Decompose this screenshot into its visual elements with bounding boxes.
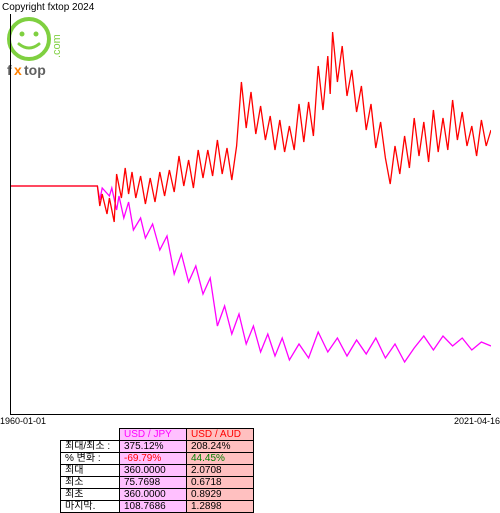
stat-label: 최소 xyxy=(61,477,120,489)
stat-value: -69.79% xyxy=(120,453,187,465)
stat-value: 360.0000 xyxy=(120,465,187,477)
stat-value: 208.24% xyxy=(187,441,254,453)
stats-table: USD / JPYUSD / AUD 최대/최소 :375.12%208.24%%… xyxy=(60,428,254,513)
stat-value: 1.2898 xyxy=(187,501,254,513)
stat-value: 375.12% xyxy=(120,441,187,453)
x-axis-end: 2021-04-16 xyxy=(454,416,500,426)
stat-label: % 변화 : xyxy=(61,453,120,465)
stat-label: 최대 xyxy=(61,465,120,477)
stat-label: 최초 xyxy=(61,489,120,501)
stat-value: 0.8929 xyxy=(187,489,254,501)
line-chart xyxy=(10,14,491,415)
stat-label: 마지막. xyxy=(61,501,120,513)
series-line xyxy=(11,32,491,222)
series-line xyxy=(11,186,491,362)
stat-value: 108.7686 xyxy=(120,501,187,513)
stat-value: 75.7698 xyxy=(120,477,187,489)
copyright-text: Copyright fxtop 2024 xyxy=(2,2,94,13)
stat-value: 44.45% xyxy=(187,453,254,465)
stat-value: 2.0708 xyxy=(187,465,254,477)
stat-value: 0.6718 xyxy=(187,477,254,489)
stat-label: 최대/최소 : xyxy=(61,441,120,453)
series-header: USD / AUD xyxy=(187,429,254,441)
x-axis-start: 1960-01-01 xyxy=(0,416,46,426)
stat-value: 360.0000 xyxy=(120,489,187,501)
series-header: USD / JPY xyxy=(120,429,187,441)
